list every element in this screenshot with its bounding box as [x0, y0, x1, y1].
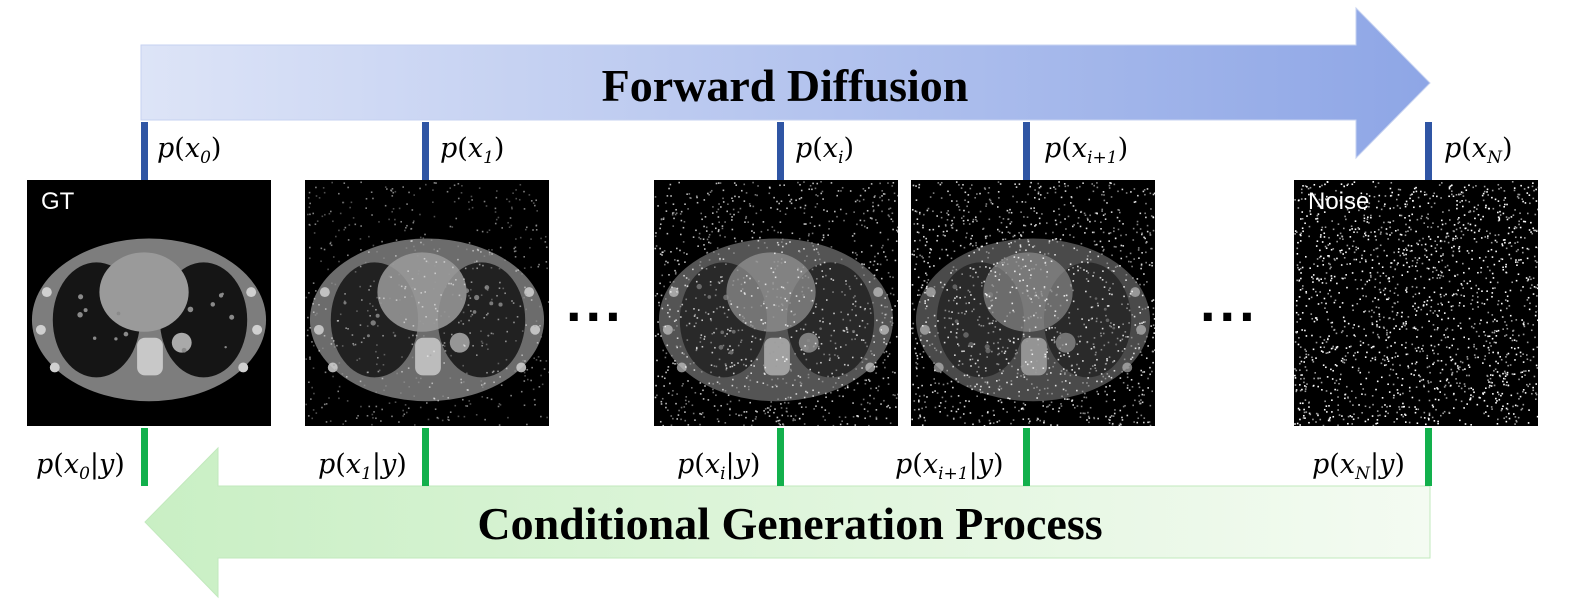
ct-image-gt: GT [27, 180, 271, 426]
ct-image-xi1 [911, 180, 1155, 426]
ct-image-x1 [305, 180, 549, 426]
reverse-tick-n [1425, 428, 1432, 486]
reverse-prob-xi: p(xi|y) [677, 449, 761, 484]
forward-tick-i1 [1023, 122, 1030, 180]
ellipsis-right: ... [1200, 270, 1259, 333]
forward-diffusion-label: Forward Diffusion [601, 60, 969, 111]
forward-prob-xi1: p(xi+1) [1044, 133, 1129, 168]
reverse-tick-1 [422, 428, 429, 486]
ct-scan-x1 [305, 181, 549, 426]
ct-image-noise: Noise [1294, 180, 1538, 426]
forward-prob-x0: p(x0) [157, 133, 222, 168]
ct-scan-gt [27, 181, 271, 425]
reverse-prob-x0: p(x0|y) [36, 449, 125, 484]
reverse-tick-i1 [1023, 428, 1030, 486]
conditional-generation-label: Conditional Generation Process [477, 498, 1103, 549]
forward-tick-0 [141, 122, 148, 180]
noise-image [1294, 181, 1538, 426]
ellipsis-left: ... [566, 270, 625, 333]
reverse-prob-x1: p(x1|y) [318, 449, 407, 484]
ct-scan-xi [654, 181, 898, 426]
reverse-tick-i [777, 428, 784, 486]
reverse-tick-0 [141, 428, 148, 486]
noise-image-label: Noise [1308, 188, 1370, 215]
conditional-generation-arrow [144, 446, 1431, 599]
forward-prob-x1: p(x1) [440, 133, 505, 168]
ct-scan-xi1 [911, 181, 1155, 426]
forward-tick-1 [422, 122, 429, 180]
forward-tick-i [777, 122, 784, 180]
reverse-prob-xn: p(xN|y) [1312, 449, 1405, 484]
forward-prob-xi: p(xi) [795, 133, 855, 168]
gt-image-label: GT [41, 188, 75, 215]
forward-prob-xn: p(xN) [1444, 133, 1513, 168]
forward-diffusion-arrow [140, 6, 1431, 160]
forward-tick-n [1425, 122, 1432, 180]
reverse-prob-xi1: p(xi+1|y) [895, 449, 1004, 484]
ct-image-xi [654, 180, 898, 426]
